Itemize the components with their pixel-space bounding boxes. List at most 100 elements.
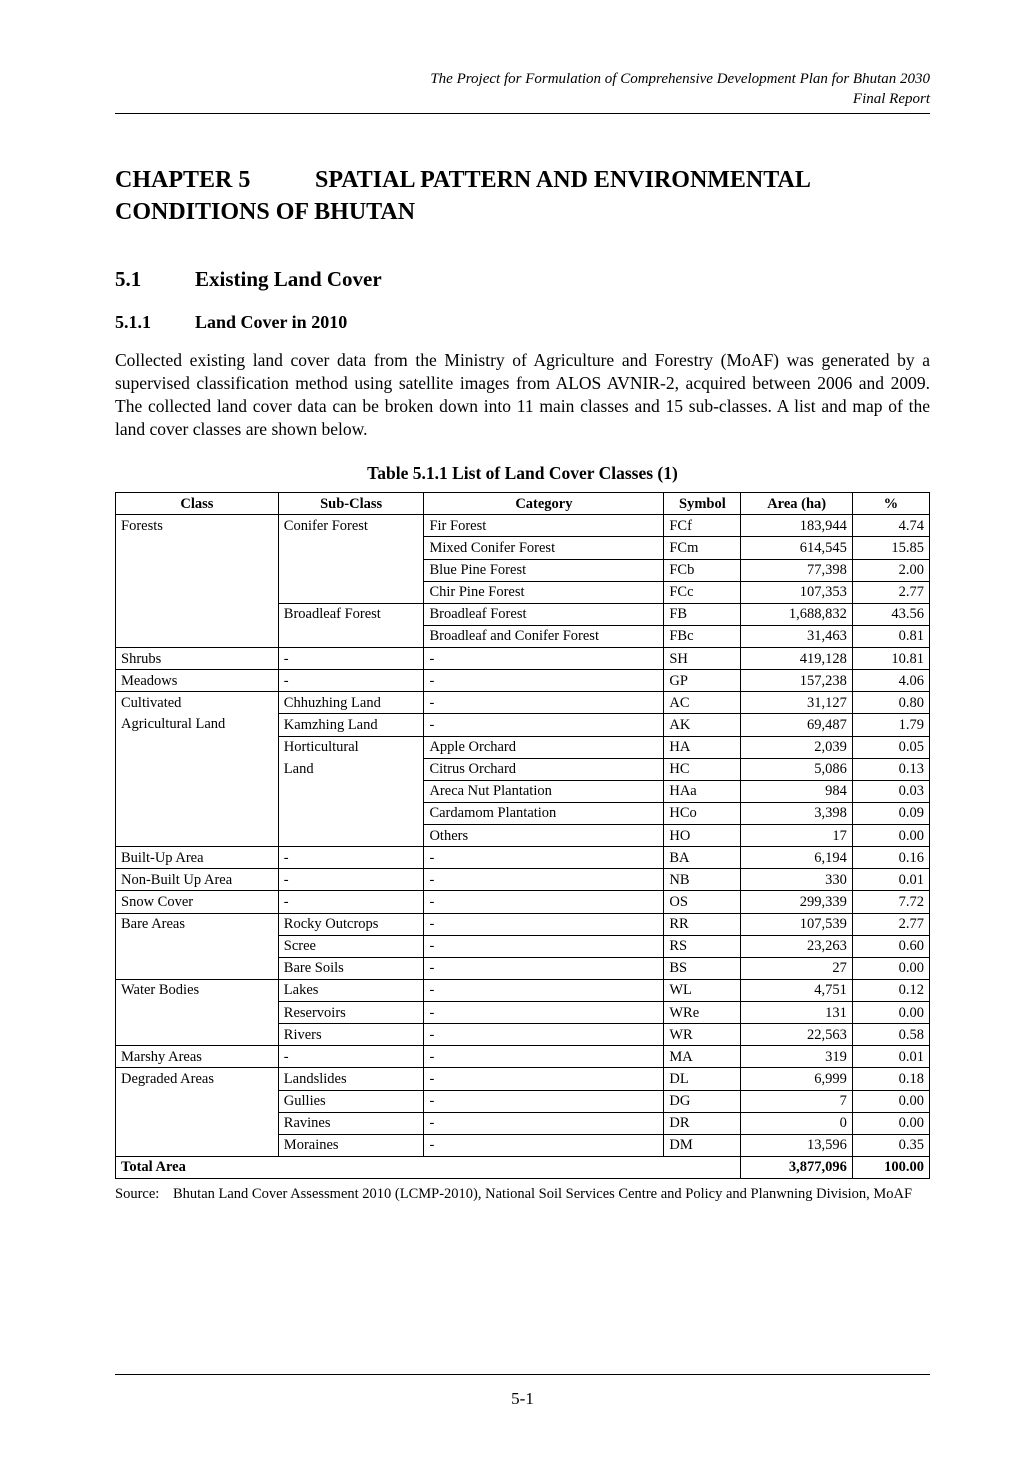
cell-class xyxy=(116,1002,279,1024)
table-row: Cardamom PlantationHCo3,3980.09 xyxy=(116,802,930,824)
cell-area: 183,944 xyxy=(741,515,852,537)
column-header: Category xyxy=(424,493,664,515)
cell-class xyxy=(116,1090,279,1112)
cell-area: 5,086 xyxy=(741,758,852,780)
cell-subclass: Rivers xyxy=(278,1024,424,1046)
table-row: Chir Pine ForestFCc107,3532.77 xyxy=(116,581,930,603)
cell-subclass xyxy=(278,802,424,824)
cell-category: - xyxy=(424,714,664,736)
page-number: 5-1 xyxy=(115,1389,930,1409)
table-total-row: Total Area3,877,096100.00 xyxy=(116,1156,930,1178)
cell-subclass: Horticultural xyxy=(278,736,424,758)
cell-class xyxy=(116,1134,279,1156)
cell-class: Non-Built Up Area xyxy=(116,869,279,891)
table-row: Mixed Conifer ForestFCm614,54515.85 xyxy=(116,537,930,559)
cell-percent: 0.05 xyxy=(852,736,929,758)
cell-percent: 0.00 xyxy=(852,1090,929,1112)
cell-percent: 4.74 xyxy=(852,515,929,537)
cell-area: 131 xyxy=(741,1002,852,1024)
cell-symbol: FCb xyxy=(664,559,741,581)
cell-area: 31,127 xyxy=(741,692,852,714)
cell-subclass: - xyxy=(278,648,424,670)
total-area: 3,877,096 xyxy=(741,1156,852,1178)
cell-category: - xyxy=(424,1090,664,1112)
cell-subclass xyxy=(278,559,424,581)
cell-class: Meadows xyxy=(116,670,279,692)
cell-category: Mixed Conifer Forest xyxy=(424,537,664,559)
cell-class xyxy=(116,1024,279,1046)
table-row: Snow Cover--OS299,3397.72 xyxy=(116,891,930,913)
cell-percent: 15.85 xyxy=(852,537,929,559)
cell-symbol: RS xyxy=(664,935,741,957)
cell-category: - xyxy=(424,1068,664,1090)
table-row: Moraines-DM13,5960.35 xyxy=(116,1134,930,1156)
cell-symbol: WRe xyxy=(664,1002,741,1024)
cell-category: - xyxy=(424,1024,664,1046)
cell-area: 69,487 xyxy=(741,714,852,736)
cell-category: - xyxy=(424,1002,664,1024)
cell-area: 419,128 xyxy=(741,648,852,670)
running-header: The Project for Formulation of Comprehen… xyxy=(115,70,930,114)
table-row: CultivatedChhuzhing Land-AC31,1270.80 xyxy=(116,692,930,714)
cell-class: Bare Areas xyxy=(116,913,279,935)
cell-percent: 0.00 xyxy=(852,825,929,847)
table-source: Source:Bhutan Land Cover Assessment 2010… xyxy=(115,1185,930,1204)
cell-symbol: OS xyxy=(664,891,741,913)
table-row: HorticulturalApple OrchardHA2,0390.05 xyxy=(116,736,930,758)
cell-class xyxy=(116,802,279,824)
cell-category: - xyxy=(424,979,664,1001)
table-row: Agricultural LandKamzhing Land-AK69,4871… xyxy=(116,714,930,736)
cell-class xyxy=(116,935,279,957)
cell-category: Broadleaf and Conifer Forest xyxy=(424,625,664,647)
table-row: Areca Nut PlantationHAa9840.03 xyxy=(116,780,930,802)
cell-percent: 0.58 xyxy=(852,1024,929,1046)
column-header: Symbol xyxy=(664,493,741,515)
cell-category: - xyxy=(424,1112,664,1134)
cell-area: 31,463 xyxy=(741,625,852,647)
cell-area: 6,999 xyxy=(741,1068,852,1090)
table-row: Shrubs--SH419,12810.81 xyxy=(116,648,930,670)
table-row: Water BodiesLakes-WL4,7510.12 xyxy=(116,979,930,1001)
cell-category: - xyxy=(424,1046,664,1068)
cell-percent: 0.60 xyxy=(852,935,929,957)
column-header: Sub-Class xyxy=(278,493,424,515)
table-row: Built-Up Area--BA6,1940.16 xyxy=(116,847,930,869)
section-number: 5.1 xyxy=(115,267,195,292)
chapter-heading: CHAPTER 5SPATIAL PATTERN AND ENVIRONMENT… xyxy=(115,164,930,229)
cell-subclass xyxy=(278,825,424,847)
cell-area: 1,688,832 xyxy=(741,603,852,625)
cell-area: 0 xyxy=(741,1112,852,1134)
cell-area: 13,596 xyxy=(741,1134,852,1156)
cell-percent: 0.00 xyxy=(852,1002,929,1024)
cell-subclass xyxy=(278,780,424,802)
cell-subclass: - xyxy=(278,1046,424,1068)
cell-subclass xyxy=(278,625,424,647)
table-row: Ravines-DR00.00 xyxy=(116,1112,930,1134)
cell-area: 7 xyxy=(741,1090,852,1112)
cell-percent: 0.35 xyxy=(852,1134,929,1156)
cell-symbol: FCf xyxy=(664,515,741,537)
cell-symbol: DL xyxy=(664,1068,741,1090)
cell-category: Others xyxy=(424,825,664,847)
cell-subclass: Scree xyxy=(278,935,424,957)
cell-area: 319 xyxy=(741,1046,852,1068)
cell-area: 614,545 xyxy=(741,537,852,559)
cell-symbol: FBc xyxy=(664,625,741,647)
subsection-number: 5.1.1 xyxy=(115,312,195,333)
cell-class xyxy=(116,603,279,625)
cell-category: - xyxy=(424,692,664,714)
cell-category: - xyxy=(424,670,664,692)
cell-percent: 2.77 xyxy=(852,581,929,603)
section-title: Existing Land Cover xyxy=(195,267,382,291)
cell-percent: 7.72 xyxy=(852,891,929,913)
cell-class: Agricultural Land xyxy=(116,714,279,736)
cell-subclass: Lakes xyxy=(278,979,424,1001)
cell-subclass: Reservoirs xyxy=(278,1002,424,1024)
cell-symbol: HAa xyxy=(664,780,741,802)
cell-percent: 2.00 xyxy=(852,559,929,581)
cell-percent: 0.01 xyxy=(852,1046,929,1068)
cell-percent: 0.00 xyxy=(852,1112,929,1134)
table-row: LandCitrus OrchardHC5,0860.13 xyxy=(116,758,930,780)
table-row: ForestsConifer ForestFir ForestFCf183,94… xyxy=(116,515,930,537)
cell-symbol: DR xyxy=(664,1112,741,1134)
